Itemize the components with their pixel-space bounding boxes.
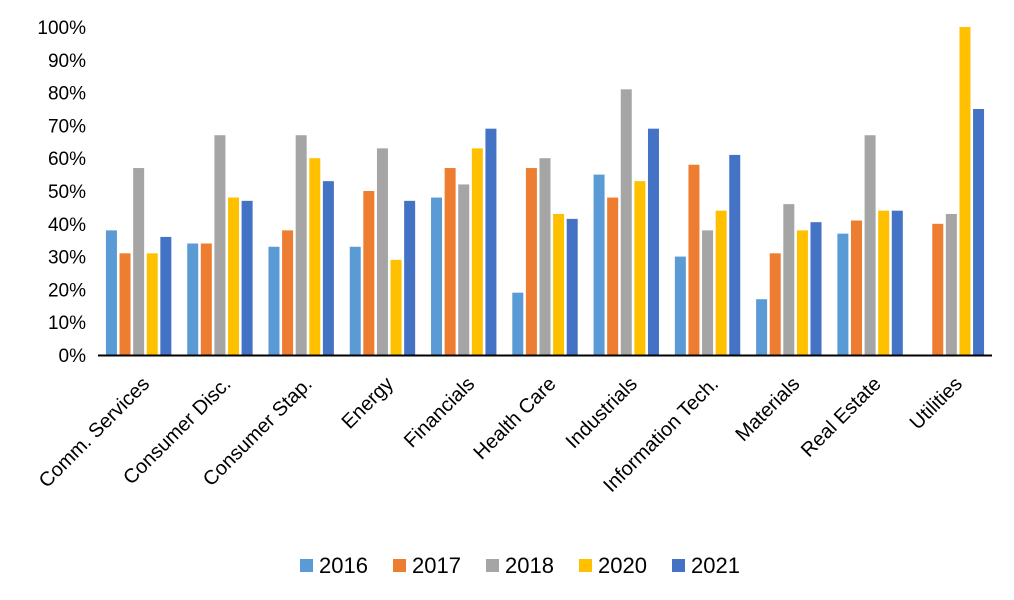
y-tick-label: 0% — [59, 346, 87, 367]
bar — [444, 168, 456, 355]
bar — [945, 213, 957, 355]
y-tick-label: 60% — [48, 149, 86, 170]
legend-swatch — [579, 559, 592, 572]
bar — [620, 89, 632, 355]
y-tick-label: 50% — [48, 182, 86, 203]
bar — [133, 168, 145, 355]
bar — [607, 197, 619, 355]
y-tick-label: 70% — [48, 116, 86, 137]
y-tick-label: 100% — [37, 18, 86, 39]
bar — [376, 148, 388, 355]
legend-label: 2020 — [598, 553, 647, 578]
legend-label: 2021 — [691, 553, 740, 578]
legend-label: 2018 — [505, 553, 554, 578]
bar — [512, 292, 524, 355]
bar — [322, 181, 334, 355]
x-tick-label: Utilities — [906, 373, 967, 434]
bar — [593, 174, 605, 355]
bar — [837, 233, 849, 355]
x-tick-label: Health Care — [470, 373, 561, 464]
bar — [932, 223, 944, 355]
legend-swatch — [672, 559, 685, 572]
y-tick-label: 30% — [48, 248, 86, 269]
x-tick-label: Financials — [400, 373, 479, 452]
legend-swatch — [300, 559, 313, 572]
bar — [146, 253, 158, 355]
legend-swatch — [486, 559, 499, 572]
bar — [241, 200, 253, 355]
y-tick-label: 90% — [48, 51, 86, 72]
bar — [715, 210, 727, 355]
bar — [390, 259, 402, 355]
bar — [553, 213, 565, 355]
bar — [539, 158, 551, 355]
bar — [729, 154, 741, 355]
bar — [105, 230, 117, 355]
x-tick-label: Materials — [731, 373, 804, 446]
bar — [295, 135, 307, 355]
bar — [349, 246, 361, 355]
bar — [864, 135, 876, 355]
bar — [282, 230, 294, 355]
bar — [404, 200, 416, 355]
bar — [688, 164, 700, 355]
legend: 2016 2017 2018 2020 2021 — [300, 553, 740, 578]
y-tick-label: 10% — [48, 313, 86, 334]
bars — [105, 27, 985, 355]
bar — [160, 236, 172, 355]
bar — [431, 197, 443, 355]
bar — [200, 243, 212, 355]
x-tick-label: Energy — [338, 373, 398, 433]
bar — [268, 246, 280, 355]
bar — [796, 230, 808, 355]
bar — [891, 210, 903, 355]
bar — [187, 243, 199, 355]
bar — [363, 191, 375, 355]
y-tick-label: 40% — [48, 215, 86, 236]
bar — [878, 210, 890, 355]
legend-swatch — [393, 559, 406, 572]
bar — [309, 158, 321, 355]
y-tick-label: 80% — [48, 84, 86, 105]
bar — [647, 128, 659, 355]
bar — [973, 109, 985, 355]
x-tick-label: Real Estate — [797, 373, 886, 462]
legend-label: 2017 — [412, 553, 461, 578]
y-axis-ticks: 0% 10% 20% 30% 40% 50% 60% 70% 80% 90% 100% — [37, 18, 86, 367]
bar — [756, 299, 768, 355]
bar — [566, 218, 578, 355]
bar — [810, 222, 822, 355]
bar — [214, 135, 226, 355]
bar — [783, 204, 795, 355]
x-tick-label: Industrials — [562, 373, 642, 453]
legend-label: 2016 — [319, 553, 368, 578]
bar — [525, 168, 537, 355]
bar — [119, 253, 131, 355]
y-tick-label: 20% — [48, 280, 86, 301]
bar — [702, 230, 714, 355]
bar — [959, 27, 971, 355]
bar — [674, 256, 686, 355]
bar — [471, 148, 483, 355]
bar — [485, 128, 497, 355]
bar — [634, 181, 646, 355]
bar — [850, 220, 862, 355]
bar — [458, 184, 470, 355]
bar — [769, 253, 781, 355]
bar — [228, 197, 240, 355]
